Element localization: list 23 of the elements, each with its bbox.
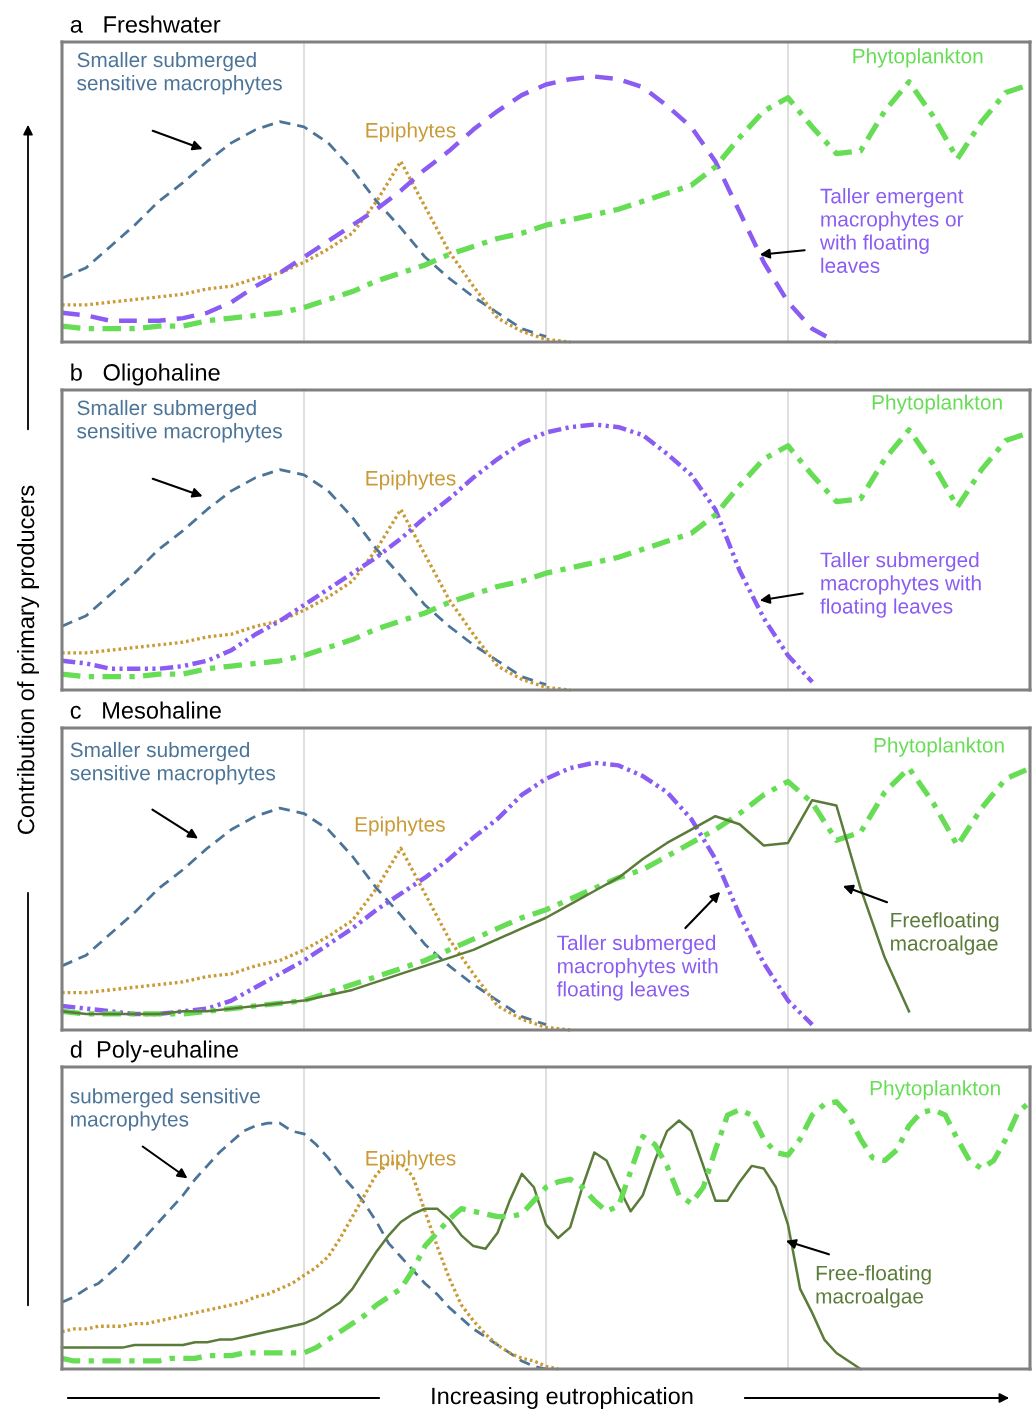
series-label: Smaller submerged sensitive macrophytes [70,741,276,785]
series-label: Free-floating macroalgae [816,1265,931,1308]
series-label: Epiphytes [355,816,445,836]
chart-title: d Poly-euhaline [70,1040,239,1063]
series-label: Phytoplankton [872,394,1002,414]
series-label: Phytoplankton [870,1080,1000,1100]
chart-title: a Freshwater [70,15,221,33]
series-label: Taller submerged macrophytes with floating leaves [556,934,718,1001]
series-label: Smaller submerged sensitive macrophytes [77,51,282,95]
chart-title: b Oligohaline [71,363,220,386]
series-label: Smaller submerged sensitive macrophytes [77,399,282,443]
series-label: Epiphytes [366,122,456,142]
series-label: Epiphytes [366,470,456,490]
y-axis-title: Contribution of primary producers [17,485,39,834]
series-label: Phytoplankton [853,48,983,68]
series-label: Freefloating macroalgae [891,912,999,955]
series-label: Phytoplankton [874,737,1004,757]
text: Taller emergent macrophytes or with floating leaves [819,188,964,273]
text: Taller submerged macrophytes with floating leaves [820,552,981,618]
series-label: submerged sensitive macrophytes [70,1088,260,1131]
x-axis-title: Increasing eutrophication [432,1386,693,1410]
series-label: Epiphytes [366,1150,456,1170]
chart-title: c Mesohaline [70,701,221,719]
